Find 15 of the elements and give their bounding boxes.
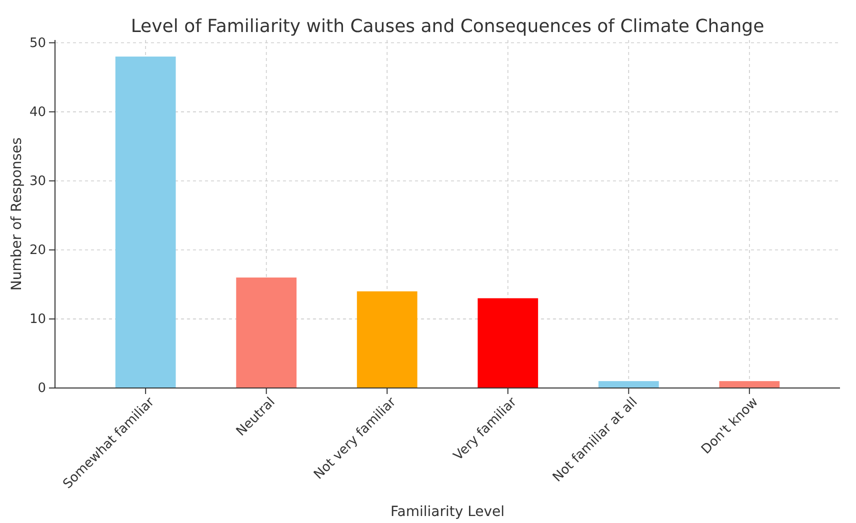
bar	[598, 381, 659, 388]
y-tick-label: 50	[29, 36, 46, 51]
x-axis-title: Familiarity Level	[390, 504, 505, 520]
y-tick-label: 40	[29, 104, 46, 120]
y-axis-title: Number of Responses	[9, 137, 25, 291]
y-tick-label: 10	[29, 312, 46, 328]
bar	[115, 56, 176, 388]
bar	[478, 298, 538, 388]
bar	[236, 278, 297, 388]
chart-title: Level of Familiarity with Causes and Consequences of Climate Change	[130, 16, 764, 37]
bar	[356, 291, 418, 388]
y-tick-label: 30	[29, 174, 46, 190]
y-tick-label: 0	[38, 381, 46, 396]
bar	[719, 381, 780, 388]
y-tick-label: 20	[29, 243, 46, 258]
